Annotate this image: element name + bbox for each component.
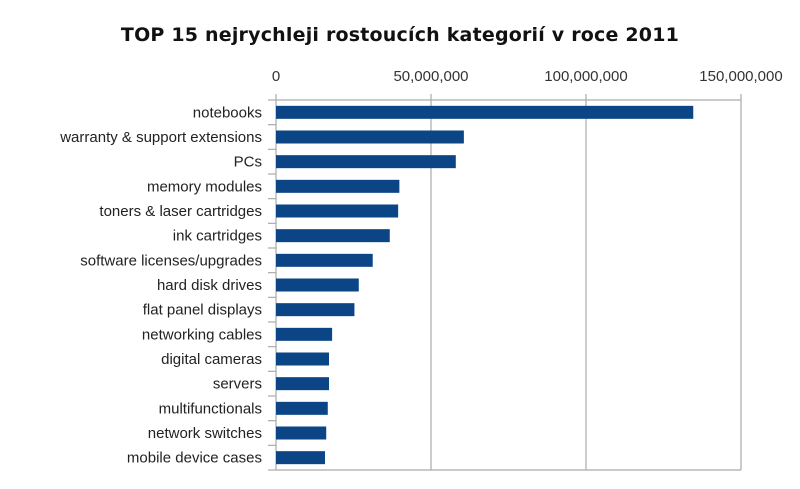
category-label: software licenses/upgrades — [80, 252, 262, 269]
bar — [276, 105, 694, 119]
category-label: networking cables — [142, 326, 262, 343]
category-label: digital cameras — [161, 351, 262, 368]
bar — [276, 451, 325, 465]
bar — [276, 155, 456, 169]
bar — [276, 253, 373, 267]
x-tick-label: 150,000,000 — [699, 68, 782, 85]
category-label: memory modules — [147, 178, 262, 195]
bar — [276, 352, 330, 366]
bar — [276, 327, 333, 341]
x-tick-label: 50,000,000 — [393, 68, 468, 85]
category-label: PCs — [234, 154, 262, 171]
category-label: toners & laser cartridges — [99, 203, 262, 220]
bar — [276, 179, 400, 193]
category-label: servers — [213, 376, 262, 393]
category-label: notebooks — [193, 104, 262, 121]
category-label: multifunctionals — [159, 400, 262, 417]
bar — [276, 377, 330, 391]
bar — [276, 278, 359, 292]
category-label: warranty & support extensions — [59, 129, 262, 146]
category-label: hard disk drives — [157, 277, 262, 294]
bar — [276, 426, 327, 440]
bar — [276, 130, 464, 144]
bar — [276, 303, 355, 317]
category-label: network switches — [148, 425, 262, 442]
x-tick-label: 0 — [272, 68, 280, 85]
bar — [276, 204, 399, 218]
category-label: mobile device cases — [127, 450, 262, 467]
chart-title: TOP 15 nejrychleji rostoucích kategorií … — [120, 24, 680, 46]
category-label: flat panel displays — [143, 302, 262, 319]
bar — [276, 401, 328, 415]
category-label: ink cartridges — [173, 228, 262, 245]
x-tick-label: 100,000,000 — [544, 68, 627, 85]
bar — [276, 229, 390, 243]
